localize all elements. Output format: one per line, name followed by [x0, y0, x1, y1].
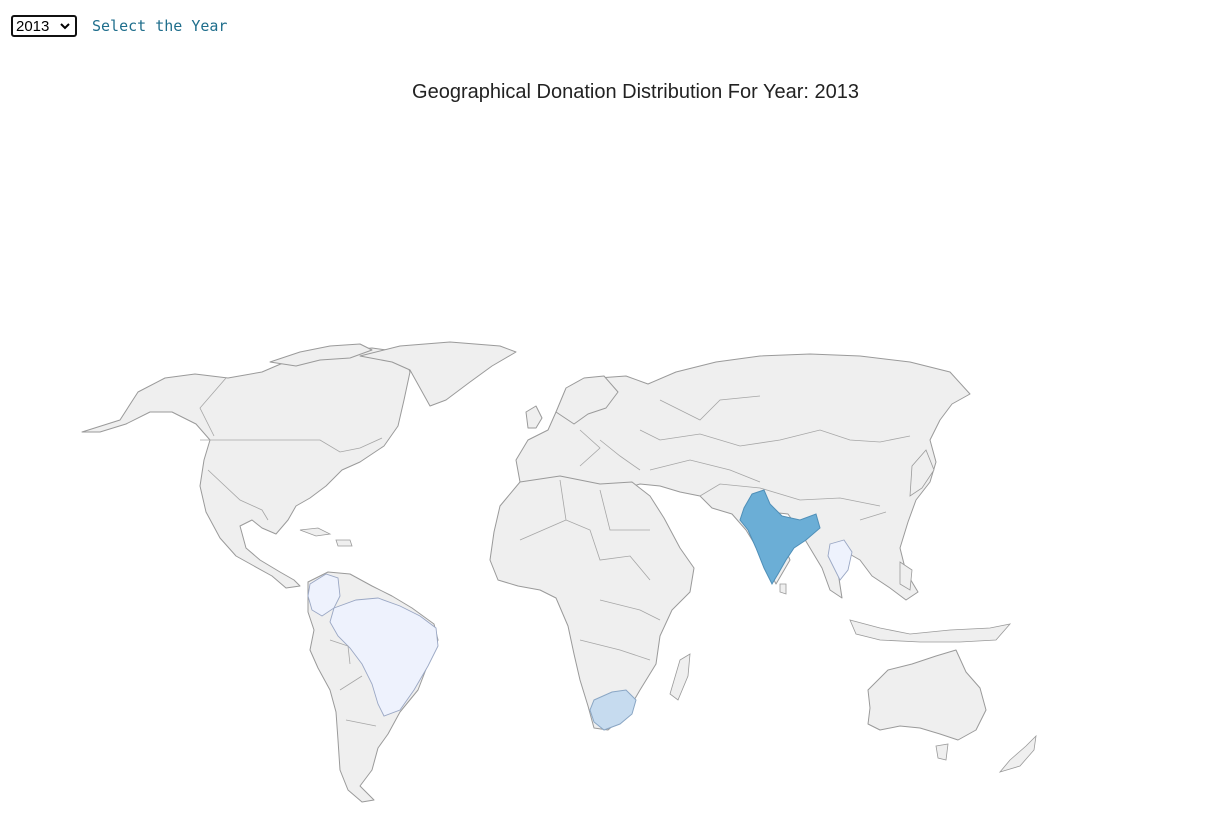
year-select-label: Select the Year	[92, 17, 228, 35]
japan[interactable]	[909, 449, 935, 497]
colombia[interactable]	[307, 573, 341, 617]
africa[interactable]	[489, 475, 695, 731]
eurasia[interactable]	[515, 353, 971, 601]
south-africa[interactable]	[589, 689, 637, 731]
chevron-down-icon	[60, 23, 70, 30]
uk[interactable]	[525, 405, 543, 429]
madagascar[interactable]	[669, 653, 691, 701]
eurasia-borders	[579, 395, 911, 521]
arctic-islands[interactable]	[269, 343, 373, 367]
indonesia[interactable]	[849, 619, 1012, 643]
year-select-value: 2013	[16, 17, 50, 35]
sri-lanka[interactable]	[779, 583, 787, 595]
north-america[interactable]	[81, 347, 411, 589]
map-title: Geographical Donation Distribution For Y…	[412, 81, 859, 103]
year-select[interactable]: 2013	[11, 15, 77, 37]
scandinavia[interactable]	[555, 375, 619, 425]
us-canada-border	[199, 377, 383, 521]
tasmania[interactable]	[935, 743, 949, 761]
india[interactable]	[739, 489, 821, 586]
africa-borders	[519, 479, 661, 661]
greenland[interactable]	[359, 341, 517, 407]
caribbean-islands[interactable]	[299, 527, 353, 547]
new-zealand[interactable]	[998, 734, 1037, 773]
philippines[interactable]	[899, 561, 913, 591]
thailand[interactable]	[827, 539, 853, 581]
toolbar: 2013 Select the Year	[11, 15, 227, 37]
australia[interactable]	[867, 649, 987, 741]
andes-borders	[329, 639, 377, 727]
